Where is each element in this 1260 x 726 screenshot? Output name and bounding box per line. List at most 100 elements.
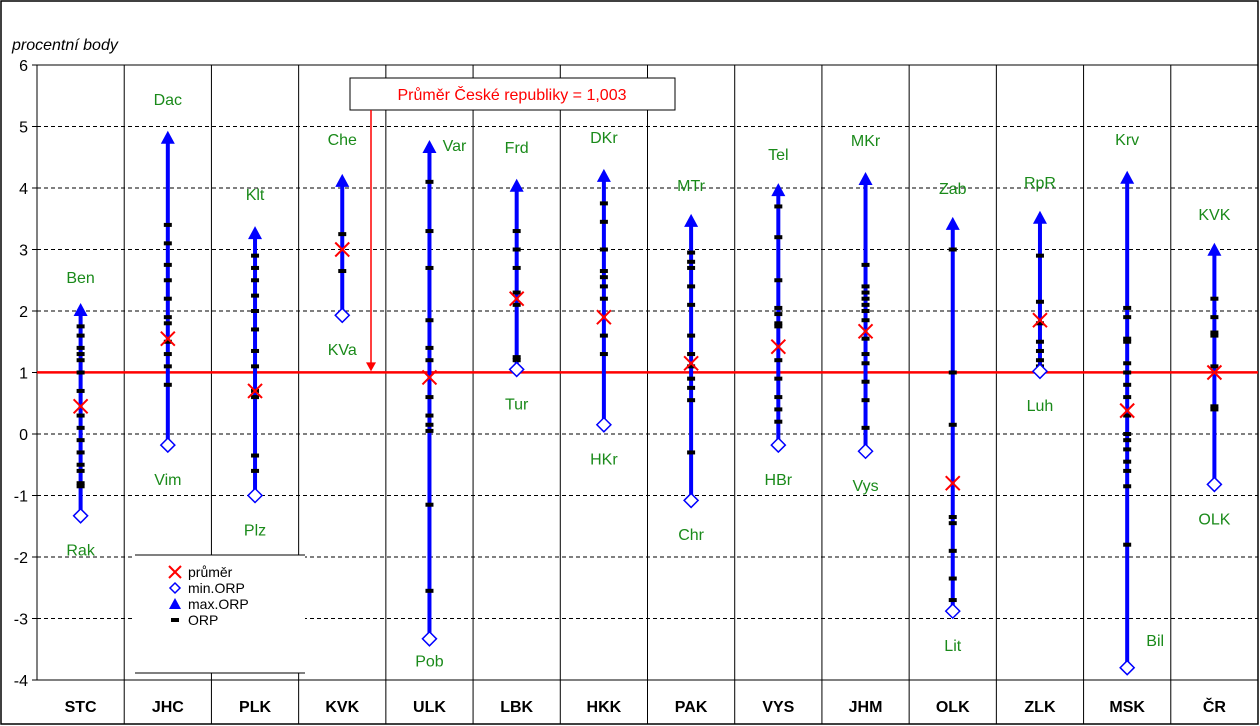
x-tick-label: OLK xyxy=(936,699,970,716)
orp-marker xyxy=(425,413,434,418)
orp-marker xyxy=(1123,438,1132,443)
min-orp-label: KVa xyxy=(328,342,357,359)
orp-marker xyxy=(425,428,434,433)
x-tick-label: PLK xyxy=(239,699,271,716)
min-orp-marker xyxy=(1119,659,1136,676)
orp-marker xyxy=(1123,468,1132,473)
orp-marker xyxy=(1123,459,1132,464)
orp-marker xyxy=(76,333,85,338)
orp-marker xyxy=(1123,370,1132,375)
orp-marker xyxy=(163,315,172,320)
orp-marker xyxy=(1210,364,1219,369)
orp-marker xyxy=(599,352,608,357)
orp-marker xyxy=(861,398,870,403)
orp-marker xyxy=(163,222,172,227)
orp-marker xyxy=(774,395,783,400)
orp-labels-group: Ben Dac Klt Che Var Frd DKr MTr Tel MKr Zab RpR Krv K… xyxy=(66,92,1230,670)
min-orp-marker xyxy=(508,361,525,378)
orp-marker xyxy=(425,345,434,350)
orp-marker xyxy=(338,269,347,274)
min-orp-label: Lit xyxy=(944,638,961,655)
orp-marker xyxy=(425,265,434,270)
orp-marker xyxy=(251,453,260,458)
max-orp-marker xyxy=(858,172,873,186)
orp-marker xyxy=(76,370,85,375)
orp-marker xyxy=(774,278,783,283)
orp-marker xyxy=(1035,321,1044,326)
orp-marker xyxy=(948,576,957,581)
orp-marker xyxy=(163,296,172,301)
orp-marker xyxy=(1123,484,1132,489)
average-marker-stroke xyxy=(1032,312,1048,328)
orp-marker xyxy=(599,275,608,280)
x-tick-label: KVK xyxy=(325,699,359,716)
min-orp-marker xyxy=(334,307,351,324)
orp-marker xyxy=(1123,336,1132,341)
max-orp-marker xyxy=(1207,242,1222,256)
orp-marker xyxy=(76,324,85,329)
orp-marker xyxy=(1210,333,1219,338)
max-orp-label: Che xyxy=(328,132,357,149)
max-orp-marker xyxy=(509,178,524,192)
min-orp-marker xyxy=(595,416,612,433)
orp-marker xyxy=(774,312,783,317)
orp-marker xyxy=(76,345,85,350)
legend-marker-diamond xyxy=(168,581,182,595)
orp-marker xyxy=(251,395,260,400)
min-orp-marker xyxy=(683,492,700,509)
x-tick-label: JHM xyxy=(849,699,883,716)
reference-annotation-box xyxy=(349,77,676,111)
legend-box xyxy=(135,555,305,673)
max-orp-marker xyxy=(422,140,437,154)
x-tick-label: VYS xyxy=(762,699,794,716)
orp-marker xyxy=(163,278,172,283)
orp-marker xyxy=(599,219,608,224)
y-axis-label: procentní body xyxy=(11,37,119,54)
y-tick-label: -3 xyxy=(14,612,28,629)
average-marker-stroke xyxy=(683,355,699,371)
orp-marker xyxy=(687,385,696,390)
orp-marker xyxy=(1123,432,1132,436)
average-marker-stroke xyxy=(247,383,263,399)
reference-annotation-text: Průměr České republiky = 1,003 xyxy=(398,85,627,104)
orp-marker xyxy=(76,468,85,473)
average-marker xyxy=(945,475,961,491)
min-orp-marker xyxy=(857,443,874,460)
orp-marker xyxy=(76,450,85,455)
orp-marker xyxy=(774,419,783,424)
average-marker xyxy=(160,330,176,347)
orp-marker xyxy=(163,352,172,357)
max-orp-label: Krv xyxy=(1115,132,1139,149)
max-orp-label: KVK xyxy=(1198,207,1230,224)
orp-marker xyxy=(1210,407,1219,412)
max-orp-label: Klt xyxy=(246,187,265,204)
orp-marker xyxy=(861,309,870,313)
orp-marker xyxy=(512,229,521,234)
min-orp-label: Vim xyxy=(154,472,181,489)
average-marker-stroke xyxy=(945,475,961,491)
min-orp-label: Luh xyxy=(1027,398,1054,415)
orp-marker xyxy=(251,293,260,298)
y-tick-label: -4 xyxy=(14,673,28,690)
reference-annotation-arrowhead xyxy=(366,362,376,372)
min-orp-marker xyxy=(1031,363,1049,380)
orp-marker xyxy=(1123,395,1132,400)
orp-marker xyxy=(599,201,608,206)
min-orp-label: Vys xyxy=(852,478,878,495)
orp-marker xyxy=(251,348,260,353)
orp-marker xyxy=(774,235,783,240)
y-tick-label: 5 xyxy=(19,120,28,137)
average-marker xyxy=(72,398,89,415)
orp-marker xyxy=(861,379,870,384)
orp-marker xyxy=(251,468,260,473)
orp-marker xyxy=(76,358,85,363)
orp-marker xyxy=(687,284,696,289)
orp-marker xyxy=(687,450,696,455)
max-orp-marker xyxy=(771,183,786,197)
orp-marker xyxy=(1123,339,1132,344)
orp-marker xyxy=(425,318,434,323)
orp-marker xyxy=(251,327,260,332)
min-orp-label: Chr xyxy=(678,527,704,544)
orp-marker xyxy=(948,548,957,553)
